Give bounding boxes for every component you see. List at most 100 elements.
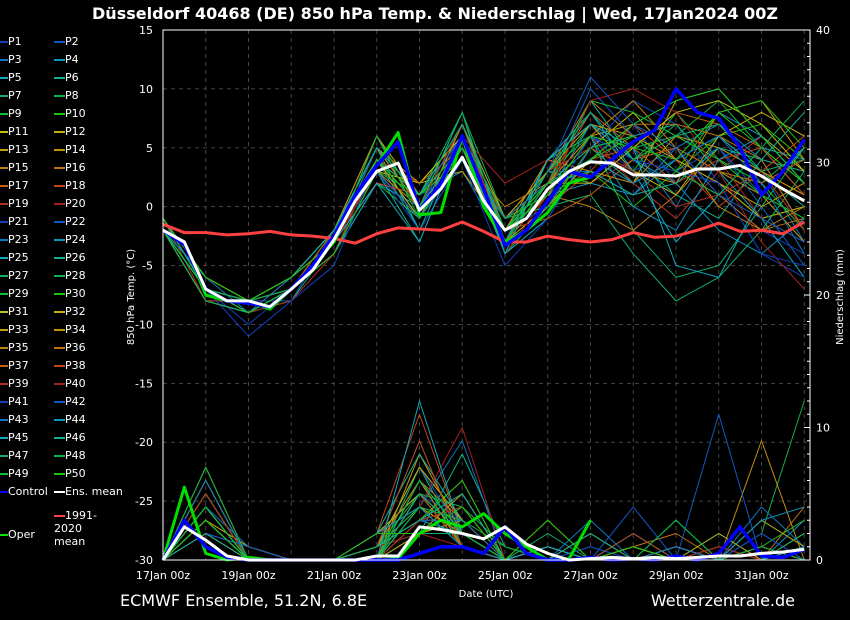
- legend-label: P7: [8, 89, 22, 102]
- member-temp-line-p43: [162, 135, 805, 314]
- legend-item-p31: P31: [0, 303, 29, 321]
- legend-label: P17: [8, 179, 29, 192]
- legend-label: P27: [8, 269, 29, 282]
- legend-item-p18: P18: [54, 177, 86, 195]
- y-tick-label: 0: [146, 201, 153, 214]
- legend-swatch: [0, 257, 8, 259]
- legend-label: P42: [65, 395, 86, 408]
- legend-item-p29: P29: [0, 285, 29, 303]
- legend-label: P2: [65, 35, 79, 48]
- legend-label: P23: [8, 233, 29, 246]
- legend-item-p23: P23: [0, 231, 29, 249]
- y-tick-label: 5: [146, 142, 153, 155]
- y-axis-label: 850 hPa Temp. (°C): [126, 249, 137, 345]
- legend-swatch: [0, 185, 8, 187]
- y2-tick-label: 10: [816, 422, 830, 435]
- legend-item-p42: P42: [54, 393, 86, 411]
- legend-swatch: [54, 329, 65, 331]
- legend-swatch: [54, 455, 65, 457]
- legend-item-p32: P32: [54, 303, 86, 321]
- legend-swatch: [0, 437, 8, 439]
- legend-label: P36: [65, 341, 86, 354]
- legend-item-p40: P40: [54, 375, 86, 393]
- y-tick-label: -15: [135, 377, 153, 390]
- ens-mean-temp-line: [162, 155, 805, 309]
- legend-swatch: [0, 534, 8, 536]
- legend-swatch: [0, 131, 8, 133]
- legend-label: P30: [65, 287, 86, 300]
- legend-label: P31: [8, 305, 29, 318]
- legend-item-oper: Oper: [0, 526, 35, 544]
- legend-item-p7: P7: [0, 87, 22, 105]
- legend-item-p19: P19: [0, 195, 29, 213]
- legend-item-p12: P12: [54, 123, 86, 141]
- legend-swatch: [54, 95, 65, 97]
- member-precip-line-p45: [162, 400, 805, 561]
- legend-swatch: [54, 167, 65, 169]
- legend-item-p8: P8: [54, 87, 79, 105]
- legend-label: P19: [8, 197, 29, 210]
- climate-mean-temp-line: [162, 220, 805, 245]
- y-tick-label: -10: [135, 318, 153, 331]
- legend-swatch: [0, 311, 8, 313]
- x-tick-label: 31Jan 00z: [734, 569, 788, 582]
- legend-swatch: [0, 365, 8, 367]
- legend-label: P14: [65, 143, 86, 156]
- legend-label: P26: [65, 251, 86, 264]
- legend-label: P16: [65, 161, 86, 174]
- legend-item-p27: P27: [0, 267, 29, 285]
- y2-tick-label: 0: [816, 554, 823, 567]
- legend-label: P22: [65, 215, 86, 228]
- legend-swatch: [0, 77, 8, 79]
- legend-label: Ens. mean: [65, 485, 123, 498]
- y2-tick-label: 30: [816, 157, 830, 170]
- legend-label: P46: [65, 431, 86, 444]
- legend-label: P41: [8, 395, 29, 408]
- legend-item-p41: P41: [0, 393, 29, 411]
- legend-label: P47: [8, 449, 29, 462]
- legend-swatch: [54, 473, 65, 475]
- legend-item-p13: P13: [0, 141, 29, 159]
- legend-item-p16: P16: [54, 159, 86, 177]
- legend-item-p28: P28: [54, 267, 86, 285]
- member-precip-line-p6: [162, 453, 805, 561]
- legend-item-p4: P4: [54, 51, 79, 69]
- y-tick-label: -5: [142, 260, 153, 273]
- legend-swatch: [0, 203, 8, 205]
- legend-item-p44: P44: [54, 411, 86, 429]
- legend-label: P45: [8, 431, 29, 444]
- x-tick-label: 25Jan 00z: [478, 569, 532, 582]
- legend-swatch: [54, 347, 65, 349]
- oper-precip-line: [161, 485, 592, 562]
- legend-label: P29: [8, 287, 29, 300]
- legend-item-p39: P39: [0, 375, 29, 393]
- legend-item-1991-2020-mean: 1991-2020 mean: [54, 509, 114, 548]
- legend-swatch: [0, 383, 8, 385]
- legend-label: P40: [65, 377, 86, 390]
- y2-tick-label: 40: [816, 24, 830, 37]
- legend-item-p14: P14: [54, 141, 86, 159]
- legend-swatch: [0, 419, 8, 421]
- legend-label: P1: [8, 35, 22, 48]
- member-temp-line-p1: [162, 135, 805, 314]
- member-precip-line-p23: [162, 440, 805, 561]
- legend-label: P48: [65, 449, 86, 462]
- legend-item-p36: P36: [54, 339, 86, 357]
- legend-item-p20: P20: [54, 195, 86, 213]
- legend-label: P35: [8, 341, 29, 354]
- x-tick-label: 29Jan 00z: [649, 569, 703, 582]
- legend-swatch: [0, 41, 8, 43]
- legend-label: P11: [8, 125, 29, 138]
- legend-label: P39: [8, 377, 29, 390]
- legend-label: P5: [8, 71, 22, 84]
- legend-swatch: [54, 365, 65, 367]
- series-layer: [161, 76, 806, 562]
- legend-item-p45: P45: [0, 429, 29, 447]
- legend-swatch: [0, 293, 8, 295]
- legend-swatch: [0, 149, 8, 151]
- member-temp-line-p50: [162, 100, 805, 302]
- legend-label: P20: [65, 197, 86, 210]
- legend-item-p47: P47: [0, 447, 29, 465]
- legend-swatch: [0, 167, 8, 169]
